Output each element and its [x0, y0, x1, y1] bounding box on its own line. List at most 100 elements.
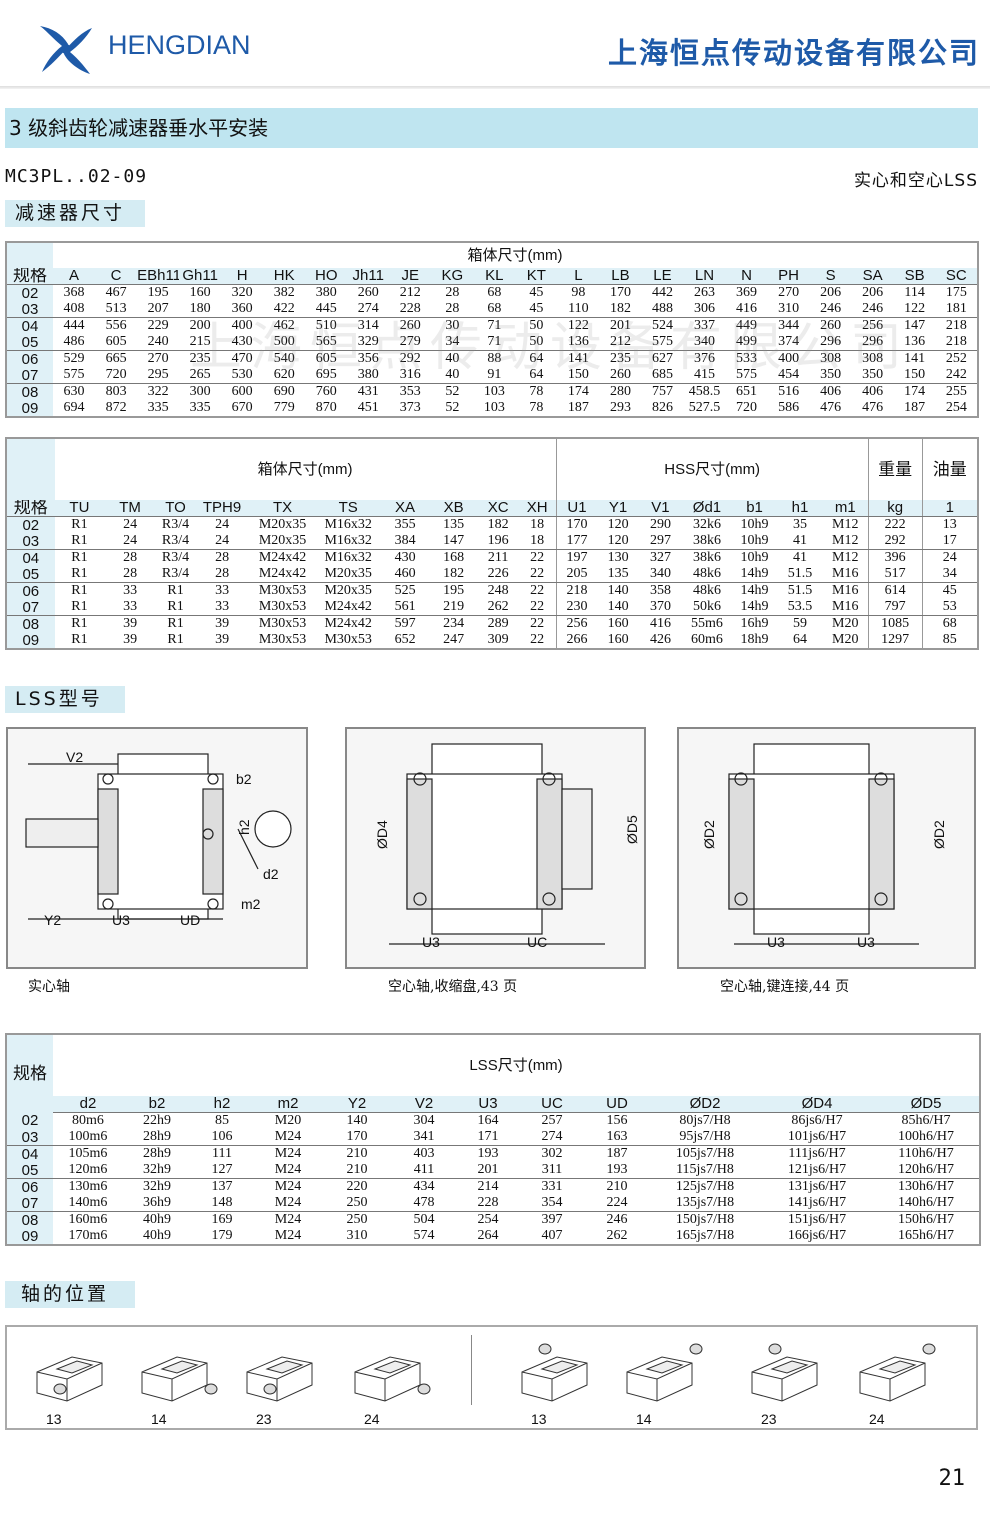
value-cell: 235	[609, 351, 631, 366]
value-cell: 171	[457, 1129, 519, 1146]
value-cell: 160	[607, 616, 629, 631]
value-cell: 195	[443, 583, 465, 598]
value-cell: 444	[63, 318, 85, 333]
value-cell: 467	[105, 285, 127, 300]
value-cell: 60m6	[691, 632, 723, 647]
value-cell: 120	[597, 533, 639, 550]
value-cell: M12	[832, 517, 859, 532]
value-cell: 380	[315, 285, 337, 300]
value-cell: 214	[477, 1179, 499, 1194]
value-cell: 478	[391, 1195, 457, 1212]
shaft-position-label: 24	[869, 1411, 885, 1427]
spec-header: 规格	[6, 1034, 53, 1113]
value-cell: R1	[71, 550, 88, 565]
spec-cell: 03	[6, 1129, 53, 1146]
value-cell: 88	[487, 351, 502, 366]
value-cell: M24	[274, 1146, 302, 1161]
value-cell: 605	[95, 334, 138, 351]
value-cell: 41	[777, 533, 823, 550]
value-cell: 197	[555, 549, 598, 566]
label-u3: U3	[112, 912, 130, 928]
value-cell: 114	[904, 285, 925, 300]
spec-cell: 03	[6, 533, 55, 550]
value-cell: 215	[179, 334, 222, 351]
value-cell: 1085	[867, 615, 923, 632]
value-cell: 147	[904, 318, 926, 333]
column-header: XC	[477, 500, 519, 517]
value-cell: 524	[651, 318, 673, 333]
value-cell: 407	[541, 1228, 563, 1243]
value-cell: 344	[778, 318, 800, 333]
shaft-position-item: 23	[242, 1327, 332, 1427]
value-cell: 335	[189, 400, 211, 415]
column-header: PH	[767, 268, 810, 285]
value-cell: 68	[487, 285, 502, 300]
value-cell: M24	[274, 1212, 302, 1227]
value-cell: 500	[263, 334, 306, 351]
value-cell: 220	[346, 1179, 368, 1194]
value-cell: 28	[215, 550, 230, 565]
value-cell: 106	[191, 1129, 253, 1146]
column-header: ØD2	[649, 1096, 761, 1113]
value-cell: 246	[809, 301, 852, 318]
column-header: V2	[391, 1096, 457, 1113]
value-cell: 22	[530, 550, 545, 565]
value-cell: M16x32	[316, 533, 381, 550]
value-cell: 426	[649, 632, 671, 647]
value-cell: M16	[822, 599, 869, 616]
value-cell: 400	[778, 351, 800, 366]
table-row: 06 130m6 32h9 137 M24 220 434 214 331 210 125js7/H…	[6, 1178, 980, 1195]
value-cell: 605	[315, 351, 337, 366]
value-cell: 310	[346, 1228, 368, 1243]
value-cell: 289	[487, 616, 509, 631]
value-cell: 36h9	[123, 1195, 191, 1212]
table-row: 03 R1 24 R3/4 24 M20x35 M16x32 384 147 196 18 177 12…	[6, 533, 978, 550]
value-cell: 218	[555, 582, 598, 599]
value-cell: 575	[641, 334, 684, 351]
value-cell: 451	[357, 400, 379, 415]
value-cell: 274	[347, 301, 390, 318]
value-cell: 295	[137, 367, 180, 384]
group-header-oil: 油量	[921, 438, 978, 500]
value-cell: M20	[832, 616, 859, 631]
value-cell: 39	[215, 616, 230, 631]
value-cell: 652	[394, 632, 416, 647]
spec-header: 规格	[6, 500, 55, 517]
value-cell: 360	[221, 301, 264, 318]
value-cell: 151js6/H7	[787, 1212, 847, 1227]
column-header: SB	[893, 268, 936, 285]
spec-cell: 08	[6, 383, 54, 400]
value-cell: 52	[445, 384, 460, 399]
value-cell: 80m6	[72, 1113, 104, 1128]
value-cell: 28h9	[123, 1129, 191, 1146]
value-cell: 252	[945, 351, 967, 366]
value-cell: 28	[445, 285, 460, 300]
spec-cell: 04	[6, 549, 55, 566]
value-cell: 150js7/H8	[675, 1212, 735, 1227]
column-header: LE	[641, 268, 684, 285]
value-cell: 18	[518, 533, 557, 550]
value-cell: 170	[323, 1129, 391, 1146]
value-cell: 32h9	[143, 1179, 171, 1194]
value-cell: 476	[862, 400, 884, 415]
value-cell: 210	[606, 1179, 628, 1194]
value-cell: 353	[399, 384, 421, 399]
label-u3: U3	[422, 934, 440, 950]
value-cell: 205	[555, 566, 598, 583]
value-cell: R3/4	[155, 566, 196, 583]
value-cell: 382	[273, 285, 295, 300]
value-cell: 454	[767, 367, 810, 384]
value-cell: R1	[71, 632, 88, 647]
value-cell: 242	[935, 367, 978, 384]
column-header: HK	[263, 268, 306, 285]
value-cell: 140	[597, 599, 639, 616]
value-cell: 22h9	[143, 1113, 171, 1128]
column-header: HO	[305, 268, 348, 285]
value-cell: 670	[231, 400, 253, 415]
caption-solid-shaft: 实心轴	[28, 979, 70, 995]
value-cell: M20x35	[316, 566, 381, 583]
value-cell: 517	[867, 566, 923, 583]
value-cell: 14h9	[731, 566, 778, 583]
value-cell: 174	[567, 384, 589, 399]
value-cell: 68	[473, 301, 516, 318]
